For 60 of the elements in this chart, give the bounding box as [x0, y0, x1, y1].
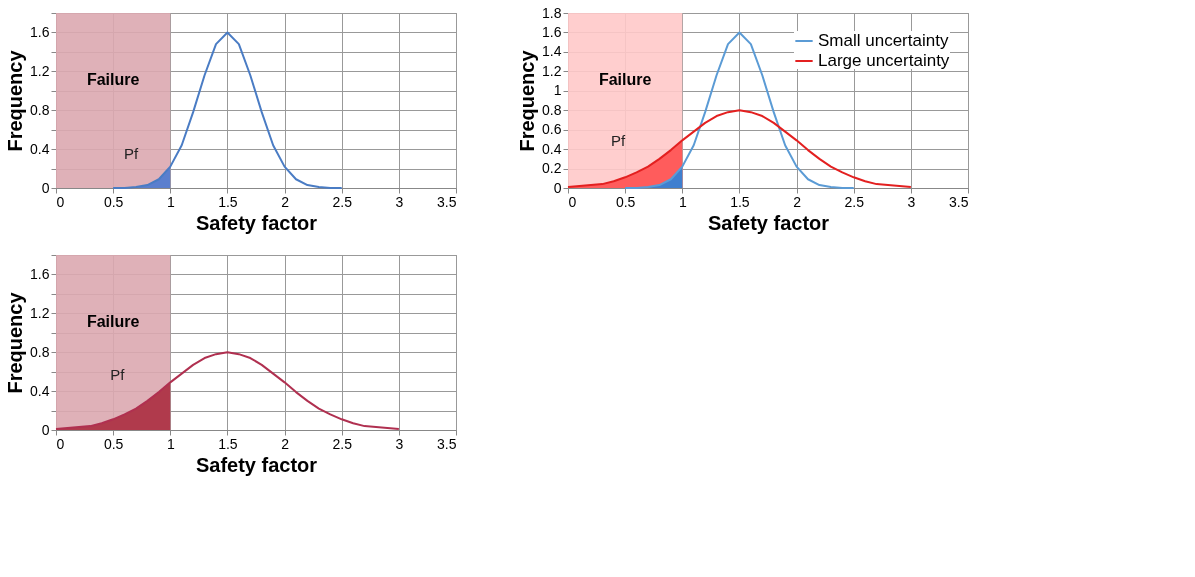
y-tick-label: 1.2: [30, 304, 50, 321]
y-tick-label: 0.4: [30, 140, 50, 157]
y-tick-label: 0: [553, 179, 562, 196]
y-tick-label: 0.8: [30, 101, 50, 118]
y-tick-label: 0: [41, 179, 50, 196]
x-tick-label: 3: [395, 193, 404, 210]
y-tick-label: 0.8: [542, 101, 562, 118]
line-series: [567, 109, 912, 189]
band-label: Failure: [86, 312, 140, 330]
x-tick-label: 1: [166, 435, 175, 452]
y-tick-label: 0.4: [542, 140, 562, 157]
legend-label: Large uncertainty: [818, 51, 950, 70]
x-tick-label: 1.5: [218, 435, 238, 452]
annotation: Pf: [610, 131, 626, 149]
x-tick-label: 0: [56, 193, 65, 210]
x-tick-label: 2.5: [332, 435, 353, 452]
y-tick-label: 0.2: [542, 160, 562, 177]
y-tick-label: 0.6: [542, 121, 562, 138]
x-tick-label: 1.5: [730, 193, 750, 210]
y-axis-title: Frequency: [516, 49, 539, 152]
x-tick-label: 0.5: [103, 193, 124, 210]
x-axis-title: Safety factor: [707, 211, 830, 234]
y-axis-title: Frequency: [4, 291, 27, 394]
y-tick-label: 0.8: [30, 343, 50, 360]
x-tick-label: 3.5: [437, 435, 457, 452]
x-tick-label: 0.5: [103, 435, 124, 452]
line-series: [55, 351, 400, 431]
legend-label: Small uncertainty: [818, 31, 949, 50]
band-label: Failure: [86, 70, 140, 88]
y-tick-label: 1.4: [542, 43, 562, 60]
x-tick-label: 1: [678, 193, 687, 210]
x-tick-label: 2: [793, 193, 802, 210]
y-tick-label: 1.6: [30, 265, 50, 282]
x-tick-label: 0: [56, 435, 65, 452]
x-tick-label: 1.5: [218, 193, 238, 210]
x-tick-label: 3.5: [437, 193, 457, 210]
x-tick-label: 3: [395, 435, 404, 452]
x-tick-label: 3.5: [949, 193, 969, 210]
x-tick-label: 2.5: [332, 193, 353, 210]
x-axis-title: Safety factor: [195, 453, 318, 476]
y-tick-label: 1.2: [542, 62, 562, 79]
y-tick-label: 1.2: [30, 62, 50, 79]
y-axis-title: Frequency: [4, 49, 27, 152]
x-tick-label: 2: [281, 435, 290, 452]
x-tick-label: 0: [568, 193, 577, 210]
y-tick-label: 0: [41, 421, 50, 438]
y-tick-label: 1.6: [542, 23, 562, 40]
annotation: Pf: [124, 145, 140, 163]
x-tick-label: 2.5: [844, 193, 865, 210]
band-label: Failure: [598, 70, 652, 88]
x-axis-title: Safety factor: [195, 211, 318, 234]
y-tick-label: 1.8: [542, 4, 562, 21]
y-tick-label: 1.6: [30, 23, 50, 40]
y-tick-label: 1: [553, 82, 562, 99]
y-tick-label: 0.4: [30, 382, 50, 399]
annotation: Pf: [110, 365, 126, 383]
x-tick-label: 1: [166, 193, 175, 210]
x-tick-label: 3: [907, 193, 916, 210]
x-tick-label: 0.5: [615, 193, 636, 210]
x-tick-label: 2: [281, 193, 290, 210]
